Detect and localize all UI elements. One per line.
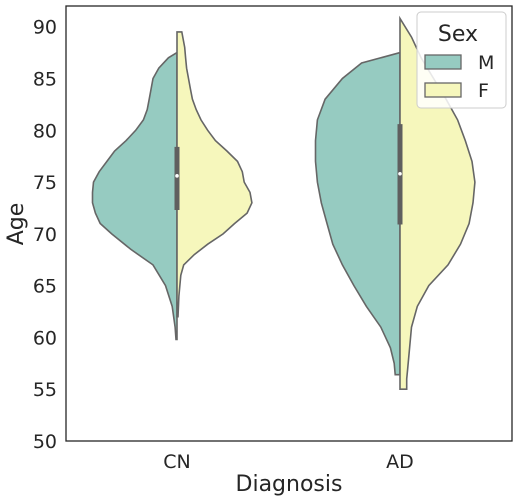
legend-label-f: F [478, 80, 489, 102]
y-tick-label: 65 [33, 276, 57, 298]
violin-half-ad-m [314, 51, 401, 376]
y-tick-label: 50 [33, 431, 57, 453]
x-axis-title: Diagnosis [236, 472, 343, 497]
plot-frame [65, 5, 513, 442]
legend-swatch-m [424, 54, 462, 70]
y-tick-label: 80 [33, 120, 57, 142]
y-axis-title: Age [4, 203, 29, 246]
legend-title: Sex [438, 22, 478, 47]
y-tick-label: 75 [33, 172, 57, 194]
violin-half-cn-m [91, 51, 178, 341]
violin-half-cn-f [176, 31, 253, 318]
y-tick-label: 60 [33, 327, 57, 349]
legend-label-m: M [478, 52, 494, 74]
y-tick-label: 85 [33, 69, 57, 91]
y-tick-labels: 50 55 60 65 70 75 80 85 90 [33, 17, 57, 453]
y-tick-label: 90 [33, 17, 57, 39]
median-point-ad [398, 171, 402, 176]
legend-items: MF [424, 52, 494, 102]
x-tick-labels: CN AD [163, 451, 414, 473]
legend: Sex MF [416, 11, 507, 109]
plot-marks [91, 15, 476, 390]
median-point-cn [175, 174, 179, 178]
y-tick-label: 55 [33, 379, 57, 401]
x-tick-label-ad: AD [386, 451, 414, 473]
x-tick-label-cn: CN [163, 451, 190, 473]
legend-swatch-f [424, 82, 462, 98]
y-tick-label: 70 [33, 224, 57, 246]
